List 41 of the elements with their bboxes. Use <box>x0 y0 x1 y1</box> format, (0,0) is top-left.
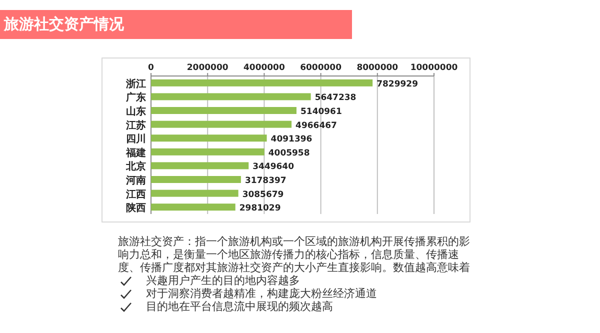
y-tick-label: 北京 <box>125 160 146 173</box>
data-label: 3085679 <box>242 190 284 200</box>
bar <box>151 162 249 170</box>
x-tick-label: 2000000 <box>186 63 228 73</box>
bar <box>151 204 236 211</box>
text: 旅游社交资产：指一个旅游机构或一个区域的旅游机构开展传播累积的影响力总和，是衡量一个地区旅游传播力的核心指标，信息质量、传播速度、传播广度都对其旅游社交资产的大小产生直接影响。数值越高意味着 <box>118 235 471 274</box>
y-tick-label: 陕西 <box>126 202 146 214</box>
y-tick-label: 四川 <box>126 133 146 146</box>
y-tick-label: 河南 <box>125 174 146 186</box>
bar <box>151 134 267 142</box>
data-label: 4005958 <box>268 148 310 158</box>
data-label: 4091396 <box>270 134 312 145</box>
data-label: 3449640 <box>252 162 294 172</box>
bar <box>151 190 238 197</box>
text: 兴趣用户产生的目的地内容越多 <box>146 274 300 287</box>
bar <box>151 120 292 128</box>
y-tick-label: 江西 <box>125 188 146 200</box>
x-tick-label: 0 <box>148 63 154 73</box>
bar <box>151 176 241 183</box>
bar <box>151 79 373 86</box>
bar <box>151 148 264 156</box>
y-tick-label: 山东 <box>126 106 146 118</box>
data-label: 5647238 <box>314 93 356 104</box>
bar <box>151 107 296 114</box>
text: 对于洞察消费者越精准，构建庞大粉丝经济通道 <box>146 287 377 300</box>
text: 目的地在平台信息流中展现的频次越高 <box>146 300 333 313</box>
data-label: 4966467 <box>296 120 338 131</box>
y-tick-label: 福建 <box>125 146 146 159</box>
data-label: 3178397 <box>244 176 286 186</box>
y-tick-label: 浙江 <box>125 78 146 90</box>
data-label: 2981029 <box>239 204 281 214</box>
x-tick-label: 6000000 <box>300 63 342 73</box>
x-tick-label: 10000000 <box>410 63 458 73</box>
bar <box>151 93 311 100</box>
data-label: 7829929 <box>376 79 418 90</box>
y-tick-label: 广东 <box>125 92 146 104</box>
data-label: 5140961 <box>300 107 342 117</box>
y-tick-label: 江苏 <box>125 119 146 132</box>
chart-title: 旅游社交资产情况 <box>0 10 352 39</box>
x-tick-label: 4000000 <box>243 63 285 73</box>
x-tick-label: 8000000 <box>356 63 398 73</box>
